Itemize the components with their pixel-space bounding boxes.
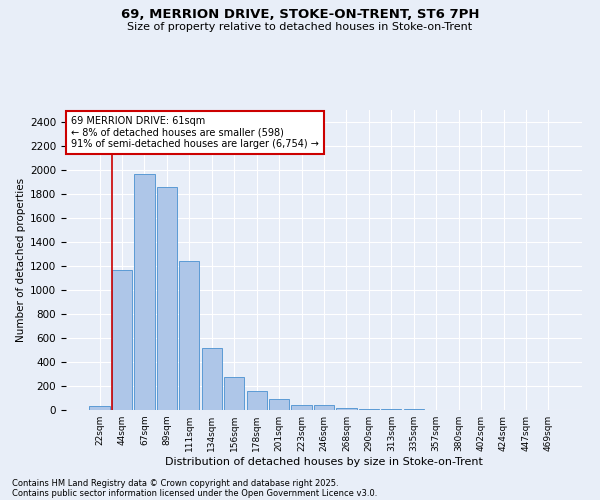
Bar — [112, 270, 132, 410]
Bar — [292, 404, 311, 410]
Bar — [314, 404, 334, 410]
Text: 69, MERRION DRIVE, STOKE-ON-TRENT, ST6 7PH: 69, MERRION DRIVE, STOKE-ON-TRENT, ST6 7… — [121, 8, 479, 20]
Bar — [134, 174, 155, 410]
Text: Size of property relative to detached houses in Stoke-on-Trent: Size of property relative to detached ho… — [127, 22, 473, 32]
Y-axis label: Number of detached properties: Number of detached properties — [16, 178, 26, 342]
Text: Contains public sector information licensed under the Open Government Licence v3: Contains public sector information licen… — [12, 488, 377, 498]
Bar — [89, 406, 110, 410]
Bar — [337, 408, 356, 410]
X-axis label: Distribution of detached houses by size in Stoke-on-Trent: Distribution of detached houses by size … — [165, 457, 483, 467]
Bar — [269, 398, 289, 410]
Bar — [247, 392, 267, 410]
Bar — [359, 408, 379, 410]
Bar — [202, 348, 222, 410]
Bar — [157, 187, 177, 410]
Text: Contains HM Land Registry data © Crown copyright and database right 2025.: Contains HM Land Registry data © Crown c… — [12, 478, 338, 488]
Bar — [224, 377, 244, 410]
Text: 69 MERRION DRIVE: 61sqm
← 8% of detached houses are smaller (598)
91% of semi-de: 69 MERRION DRIVE: 61sqm ← 8% of detached… — [71, 116, 319, 149]
Bar — [179, 261, 199, 410]
